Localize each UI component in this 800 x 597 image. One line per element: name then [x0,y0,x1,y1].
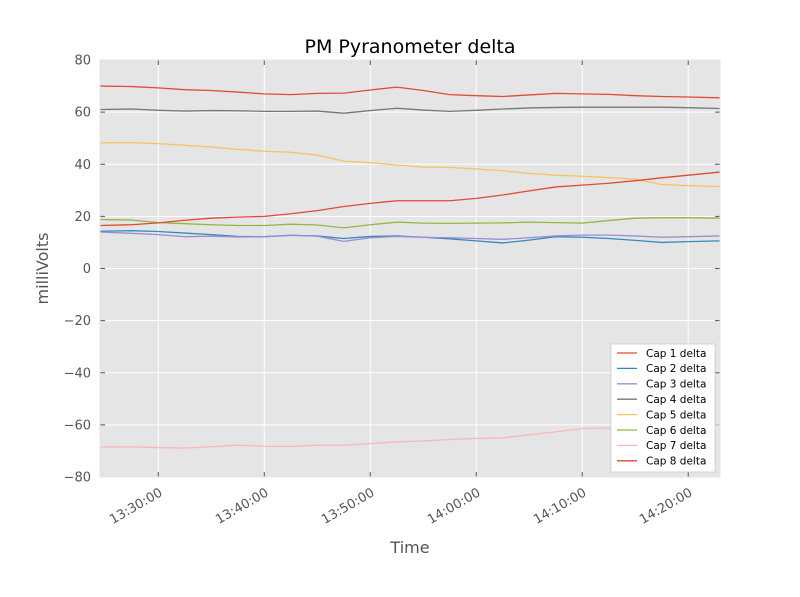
y-tick-label: 40 [74,158,91,173]
series-line-cap-8-delta [99,171,721,227]
x-axis-label: Time [389,538,429,557]
legend-entry: Cap 4 delta [646,394,706,406]
y-tick-label: −80 [64,471,91,486]
series-line-cap-1-delta [99,85,721,99]
series-line-cap-5-delta [99,141,721,188]
legend-entry: Cap 2 delta [646,363,706,375]
y-tick-label: 60 [74,106,91,121]
y-tick-label: 20 [74,210,91,225]
x-tick-label: 13:50:00 [319,485,377,527]
series-lines [99,85,721,449]
y-tick-label: −20 [64,314,91,329]
legend: Cap 1 delta Cap 2 delta Cap 3 delta Cap 4 d… [610,343,716,473]
y-axis-label: milliVolts [33,233,52,305]
legend-entry: Cap 7 delta [646,440,706,452]
x-tick-label: 14:10:00 [531,485,589,527]
legend-entry: Cap 6 delta [646,425,706,437]
series-line-cap-6-delta [99,217,721,229]
legend-entry: Cap 1 delta [646,348,706,360]
legend-entry: Cap 3 delta [646,379,706,391]
y-tick-label: −40 [64,366,91,381]
chart-title: PM Pyranometer delta [304,36,515,58]
series-line-cap-3-delta [99,231,721,243]
y-tick-label: 0 [83,262,91,277]
legend-box [610,343,716,473]
x-tick-label: 14:20:00 [637,485,695,527]
y-tick-label: −60 [64,418,91,433]
legend-entry: Cap 8 delta [646,456,706,468]
y-tick-label: 80 [74,54,91,69]
legend-entry: Cap 5 delta [646,409,706,421]
x-tick-label: 14:00:00 [425,485,483,527]
series-line-cap-4-delta [99,106,721,114]
plot-frame [99,59,721,478]
x-tick-label: 13:30:00 [107,485,165,527]
x-tick-label: 13:40:00 [213,485,271,527]
grid [100,60,720,477]
